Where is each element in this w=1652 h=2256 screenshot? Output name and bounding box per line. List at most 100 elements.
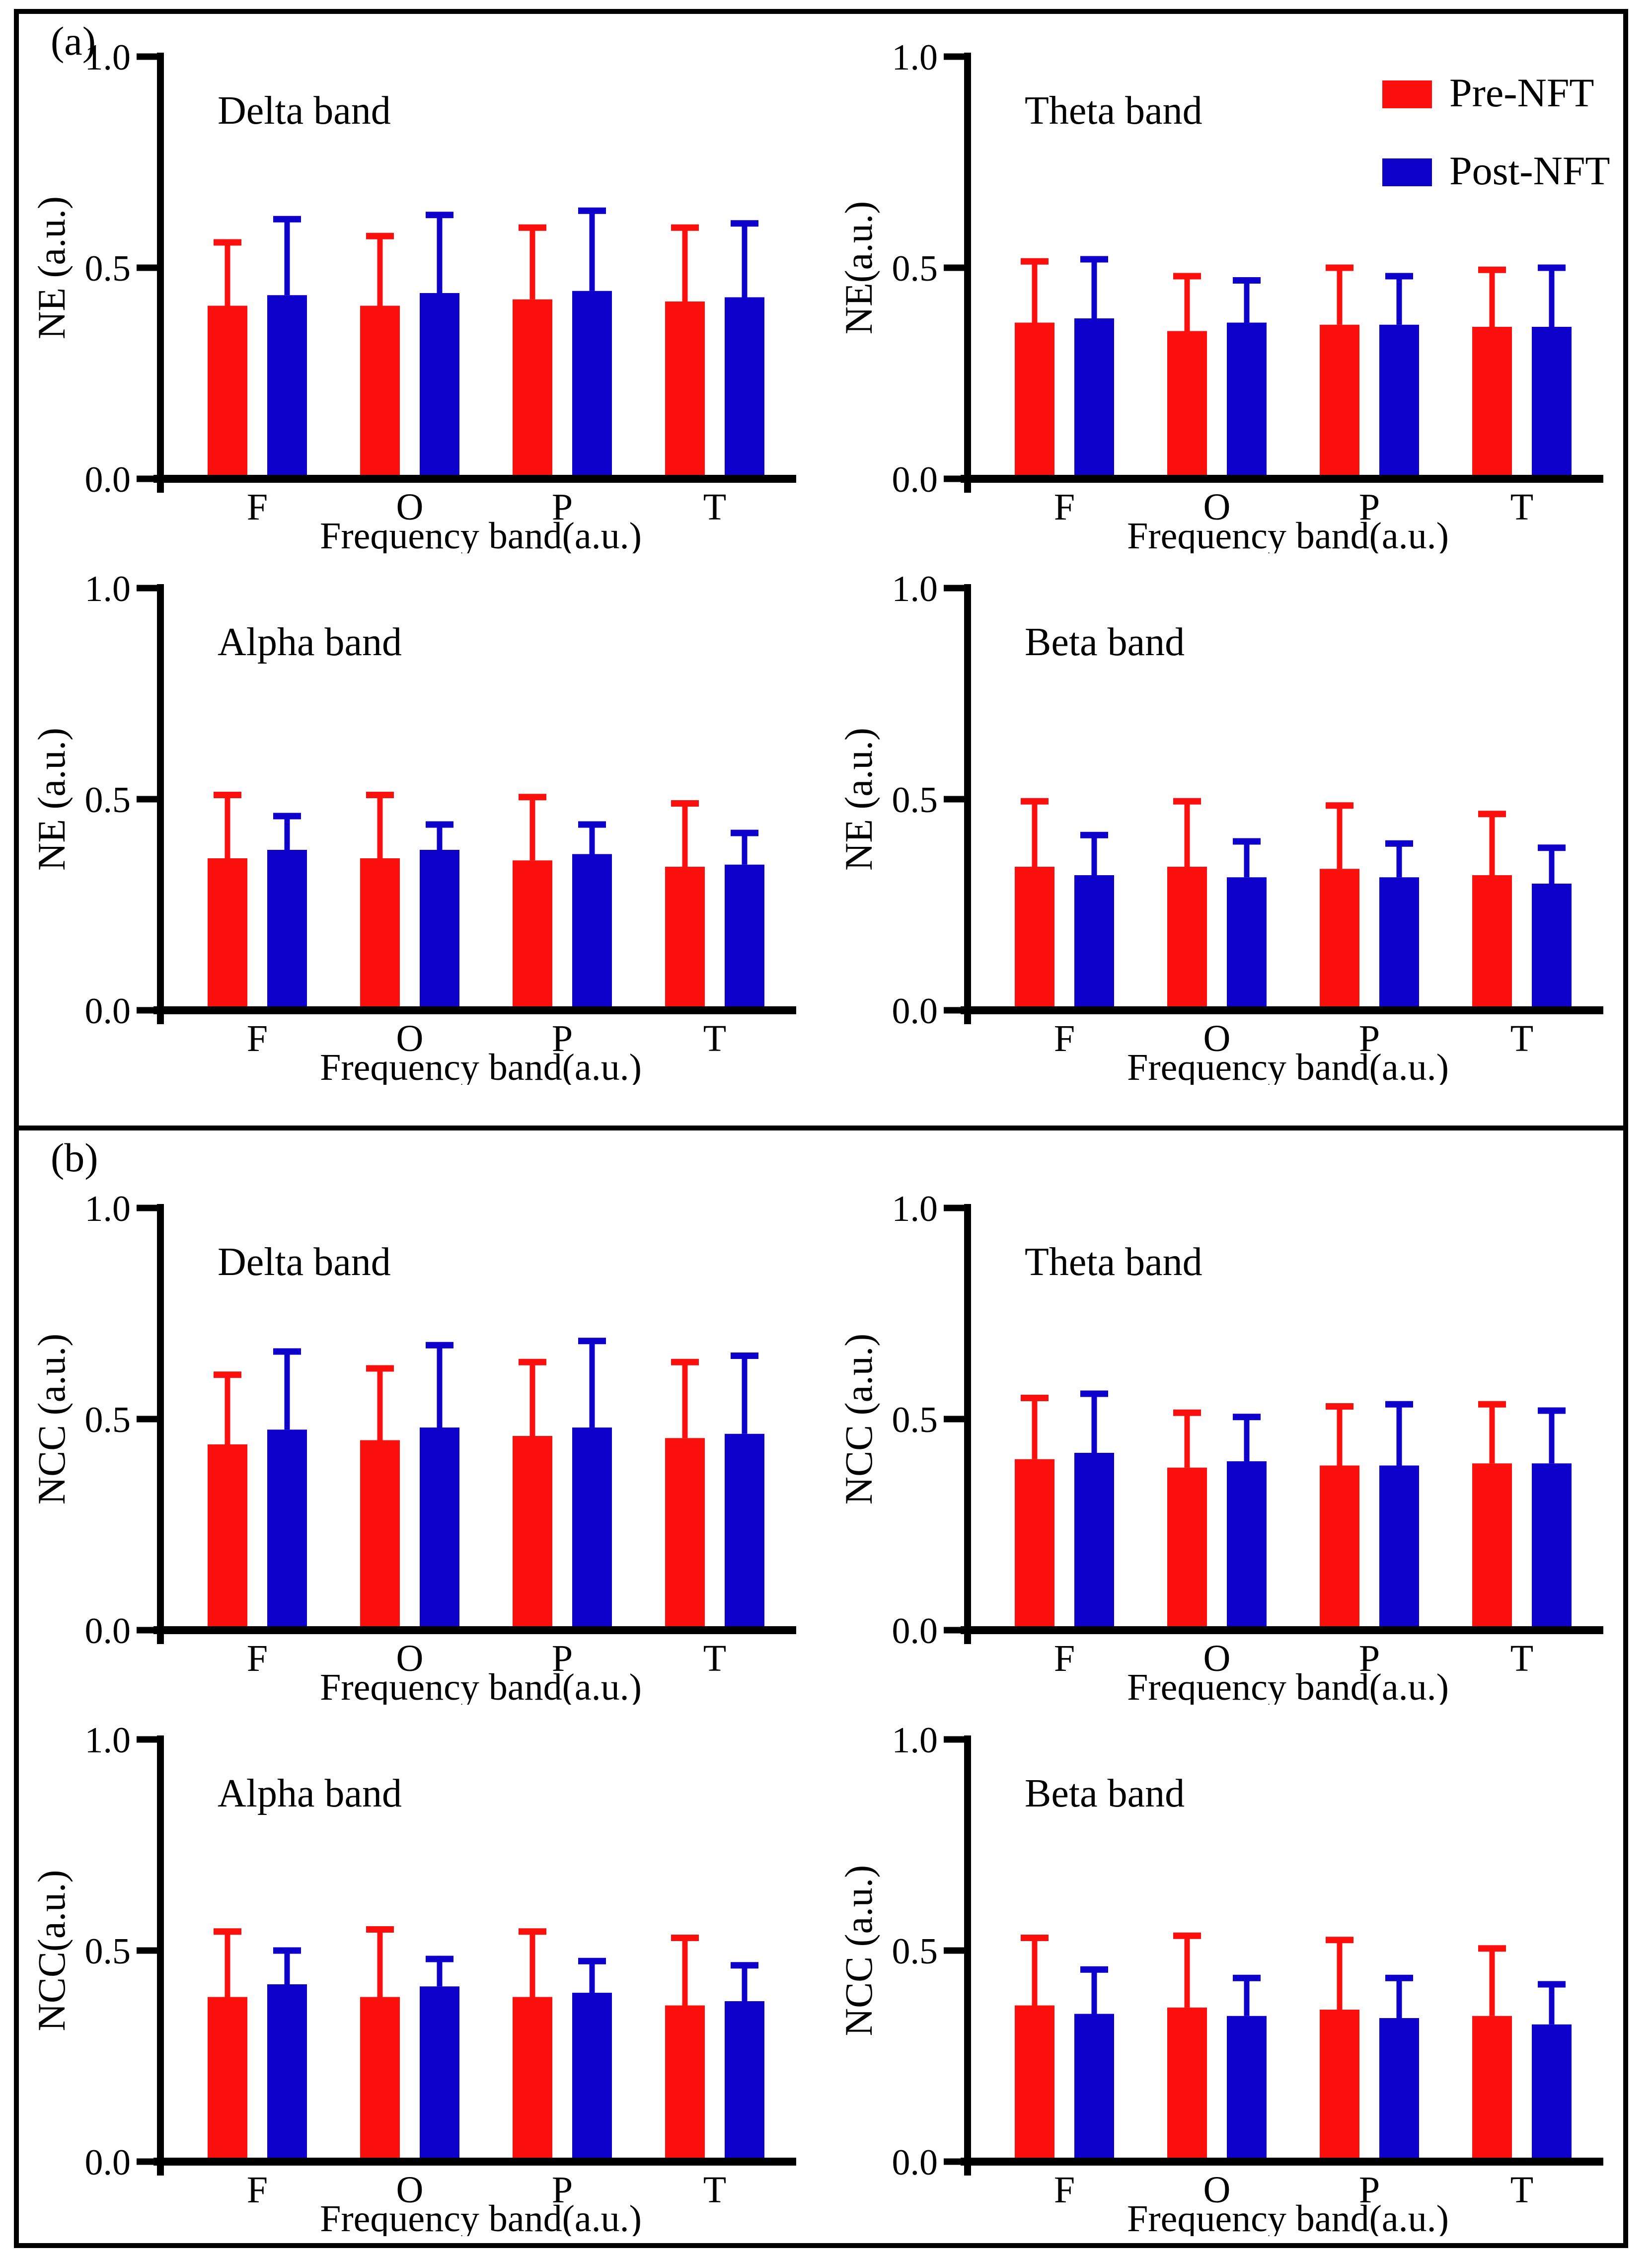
x-axis-title: Frequency band(a.u.)	[320, 2198, 642, 2236]
y-tick-label-0.5: 0.5	[892, 780, 938, 821]
bar-pre-nft-T	[1472, 2016, 1512, 2162]
bar-post-nft-P	[572, 854, 612, 1010]
bar-post-nft-F	[267, 1429, 307, 1630]
x-tick-label-O: O	[1203, 1018, 1231, 1059]
panel-b: (b) 0.0 0.5 1.0 F O P T Frequency band(a.u.) NCC…	[14, 1126, 1628, 2248]
chart-cell-alpha-ne: 0.0 0.5 1.0 F O P T Frequency band(a.u.) NE (a.u…	[19, 558, 826, 1090]
bar-post-nft-F	[267, 1984, 307, 2162]
x-tick-label-O: O	[396, 486, 424, 528]
x-tick-label-O: O	[1203, 1638, 1231, 1679]
bar-pre-nft-O	[360, 1440, 400, 1630]
x-tick-label-T: T	[703, 2169, 726, 2211]
chart-beta-ne: 0.0 0.5 1.0 F O P T Frequency band(a.u.) NE (a.u…	[837, 569, 1603, 1085]
bar-pre-nft-O	[360, 858, 400, 1010]
y-tick-label-0.0: 0.0	[892, 1611, 938, 1652]
bar-post-nft-P	[1379, 1465, 1419, 1630]
x-axis-title: Frequency band(a.u.)	[1127, 515, 1449, 553]
bar-pre-nft-P	[513, 1436, 552, 1630]
bar-pre-nft-F	[208, 1444, 247, 1630]
bar-pre-nft-T	[665, 301, 705, 479]
band-title: Beta band	[1025, 1772, 1185, 1815]
bar-post-nft-T	[1532, 884, 1572, 1010]
legend-swatch-post-nft	[1382, 158, 1432, 186]
bar-pre-nft-T	[665, 1438, 705, 1630]
y-tick-label-0.5: 0.5	[85, 1400, 131, 1440]
x-axis-title: Frequency band(a.u.)	[1127, 1047, 1449, 1085]
legend-label-post-nft: Post-NFT	[1449, 148, 1610, 193]
y-axis-title: NE (a.u.)	[30, 196, 73, 339]
legend-label-pre-nft: Pre-NFT	[1449, 70, 1594, 115]
x-tick-label-P: P	[1359, 1018, 1380, 1059]
bar-post-nft-O	[1227, 877, 1267, 1010]
chart-theta-ncc: 0.0 0.5 1.0 F O P T Frequency band(a.u.) NCC (a.…	[837, 1189, 1603, 1705]
chart-cell-delta-ncc: 0.0 0.5 1.0 F O P T Frequency band(a.u.) NCC (a.…	[19, 1178, 826, 1710]
x-axis-title: Frequency band(a.u.)	[320, 515, 642, 553]
y-tick-label-0.0: 0.0	[892, 991, 938, 1032]
bar-post-nft-F	[1074, 2014, 1114, 2162]
x-axis-title: Frequency band(a.u.)	[1127, 2198, 1449, 2236]
band-title: Delta band	[218, 1240, 391, 1284]
bar-post-nft-P	[572, 1993, 612, 2162]
x-tick-label-F: F	[247, 486, 268, 528]
chart-cell-beta-ne: 0.0 0.5 1.0 F O P T Frequency band(a.u.) NE (a.u…	[826, 558, 1623, 1090]
band-title: Theta band	[1025, 1240, 1202, 1284]
bar-post-nft-F	[1074, 318, 1114, 479]
chart-cell-delta-ne: 0.0 0.5 1.0 F O P T Frequency band(a.u.) NE (a.u…	[19, 27, 826, 558]
chart-theta-ne: 0.0 0.5 1.0 F O P T Frequency band(a.u.) NE(a.u.…	[837, 37, 1610, 553]
x-tick-label-F: F	[1054, 2169, 1075, 2211]
chart-delta-ne: 0.0 0.5 1.0 F O P T Frequency band(a.u.) NE (a.u…	[30, 37, 796, 553]
x-tick-label-F: F	[247, 1018, 268, 1059]
x-tick-label-T: T	[1510, 2169, 1533, 2211]
bar-post-nft-F	[1074, 1453, 1114, 1630]
x-tick-label-T: T	[703, 1018, 726, 1059]
y-tick-label-1.0: 1.0	[85, 1720, 131, 1761]
bar-post-nft-P	[1379, 877, 1419, 1010]
bar-post-nft-T	[1532, 2024, 1572, 2162]
y-tick-label-0.0: 0.0	[892, 2142, 938, 2183]
bar-pre-nft-T	[665, 867, 705, 1010]
x-tick-label-T: T	[703, 486, 726, 528]
x-tick-label-T: T	[1510, 486, 1533, 528]
x-tick-label-O: O	[396, 1018, 424, 1059]
y-tick-label-0.5: 0.5	[892, 1400, 938, 1440]
x-axis-title: Frequency band(a.u.)	[1127, 1666, 1449, 1705]
bar-pre-nft-O	[1167, 867, 1207, 1010]
bar-pre-nft-O	[1167, 1467, 1207, 1630]
chart-alpha-ncc: 0.0 0.5 1.0 F O P T Frequency band(a.u.) NCC(a.u…	[30, 1720, 796, 2236]
bar-pre-nft-P	[513, 860, 552, 1010]
y-axis-title: NCC (a.u.)	[837, 1865, 880, 2036]
y-axis-title: NE (a.u.)	[30, 728, 73, 871]
chart-beta-ncc: 0.0 0.5 1.0 F O P T Frequency band(a.u.) NCC (a.…	[837, 1720, 1603, 2236]
y-tick-label-1.0: 1.0	[892, 1189, 938, 1229]
x-tick-label-P: P	[1359, 1638, 1380, 1679]
bar-post-nft-O	[1227, 2016, 1267, 2162]
bar-post-nft-P	[572, 291, 612, 479]
bar-pre-nft-F	[208, 305, 247, 479]
x-tick-label-O: O	[1203, 486, 1231, 528]
y-axis-title: NCC (a.u.)	[837, 1334, 880, 1504]
x-tick-label-T: T	[703, 1638, 726, 1679]
y-tick-label-1.0: 1.0	[85, 37, 131, 78]
y-tick-label-0.5: 0.5	[85, 780, 131, 821]
band-title: Beta band	[1025, 620, 1185, 664]
bar-pre-nft-O	[1167, 331, 1207, 479]
bar-post-nft-T	[1532, 1463, 1572, 1630]
x-tick-label-F: F	[247, 2169, 268, 2211]
x-tick-label-P: P	[552, 1638, 573, 1679]
panel-b-chart-grid: 0.0 0.5 1.0 F O P T Frequency band(a.u.) NCC (a.…	[19, 1178, 1623, 2241]
y-tick-label-0.5: 0.5	[892, 248, 938, 289]
y-tick-label-1.0: 1.0	[892, 37, 938, 78]
bar-post-nft-T	[1532, 327, 1572, 479]
panel-a: (a) 0.0 0.5 1.0 F O P T Frequency band(a.u.) NE …	[14, 9, 1628, 1130]
bar-post-nft-F	[267, 850, 307, 1010]
chart-cell-beta-ncc: 0.0 0.5 1.0 F O P T Frequency band(a.u.) NCC (a.…	[826, 1710, 1623, 2241]
bar-pre-nft-P	[513, 1997, 552, 2162]
bar-pre-nft-P	[1320, 2010, 1359, 2162]
chart-cell-alpha-ncc: 0.0 0.5 1.0 F O P T Frequency band(a.u.) NCC(a.u…	[19, 1710, 826, 2241]
chart-alpha-ne: 0.0 0.5 1.0 F O P T Frequency band(a.u.) NE (a.u…	[30, 569, 796, 1085]
x-tick-label-P: P	[552, 2169, 573, 2211]
legend-swatch-pre-nft	[1382, 80, 1432, 108]
band-title: Theta band	[1025, 89, 1202, 133]
bar-post-nft-P	[1379, 324, 1419, 479]
x-tick-label-P: P	[552, 1018, 573, 1059]
